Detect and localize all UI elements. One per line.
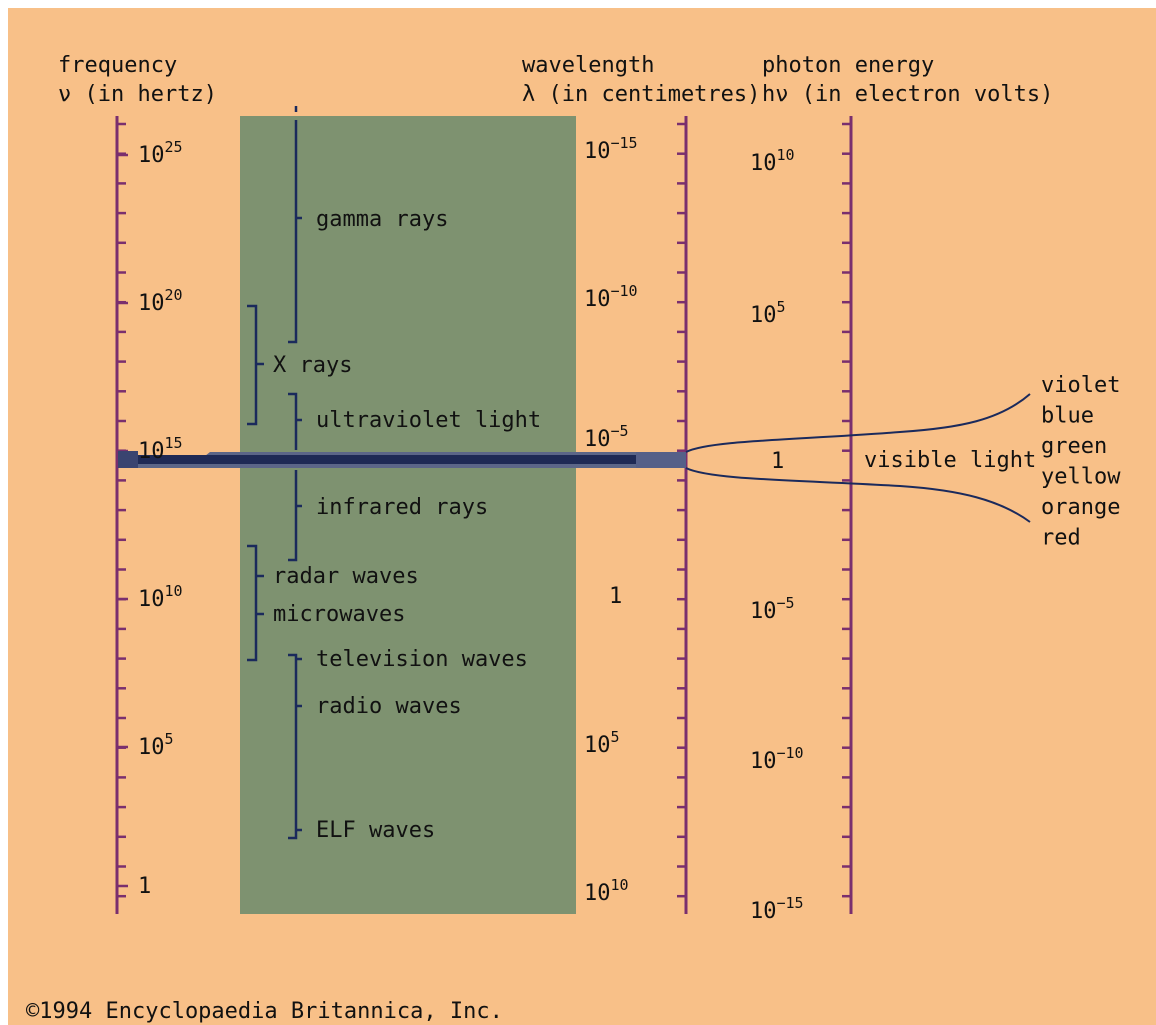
wavelength-label: 10−10 bbox=[584, 282, 638, 312]
band-x-rays: X rays bbox=[273, 353, 352, 378]
energy-header-line1: photon energy bbox=[762, 53, 934, 78]
band-radio: radio waves bbox=[316, 694, 462, 719]
frequency-label: 105 bbox=[138, 730, 174, 760]
wavelength-label: 10−5 bbox=[584, 422, 629, 452]
wavelength-labels: 10−15 10−10 10−5 1 105 1010 bbox=[584, 134, 638, 906]
visible-light-label: visible light bbox=[864, 448, 1036, 473]
wavelength-label: 105 bbox=[584, 728, 620, 758]
band-elf: ELF waves bbox=[316, 818, 435, 843]
frequency-axis bbox=[115, 116, 128, 914]
frequency-label: 1025 bbox=[138, 138, 183, 168]
wavelength-label: 1 bbox=[609, 584, 622, 609]
band-television: television waves bbox=[316, 647, 528, 672]
band-ultraviolet: ultraviolet light bbox=[316, 408, 541, 433]
visible-band-hatch-left bbox=[118, 451, 138, 468]
frequency-header-line2: ν (in hertz) bbox=[58, 82, 217, 107]
visible-light-band bbox=[118, 451, 686, 468]
energy-label: 105 bbox=[750, 298, 786, 328]
frequency-header-line1: frequency bbox=[58, 53, 177, 78]
energy-label: 10−10 bbox=[750, 744, 804, 774]
band-infrared: infrared rays bbox=[316, 495, 488, 520]
wavelength-header-line2: λ (in centimetres) bbox=[522, 82, 760, 107]
band-microwaves: microwaves bbox=[273, 602, 405, 627]
wavelength-label: 1010 bbox=[584, 876, 629, 906]
energy-label: 1 bbox=[771, 449, 784, 474]
band-brackets bbox=[247, 106, 302, 840]
frequency-label: 1 bbox=[138, 874, 151, 899]
background bbox=[8, 8, 1156, 1025]
frequency-label: 1020 bbox=[138, 286, 183, 316]
ir-bracket bbox=[288, 470, 298, 562]
radar-bracket bbox=[247, 544, 258, 662]
band-radar: radar waves bbox=[273, 564, 419, 589]
gamma-bracket-main bbox=[288, 120, 298, 344]
energy-label: 10−15 bbox=[750, 894, 804, 924]
energy-header-line2: hν (in electron volts) bbox=[762, 82, 1053, 107]
visible-color-violet: violet bbox=[1041, 373, 1120, 398]
wavelength-axis bbox=[677, 116, 688, 914]
radio-bracket bbox=[288, 653, 298, 840]
frequency-label: 1010 bbox=[138, 582, 183, 612]
frequency-labels: 1025 1020 1015 1010 105 1 bbox=[138, 138, 183, 899]
visible-color-blue: blue bbox=[1041, 404, 1094, 429]
energy-label: 1010 bbox=[750, 146, 795, 176]
band-gamma-rays: gamma rays bbox=[316, 207, 448, 232]
visible-fan-upper bbox=[685, 393, 1031, 453]
visible-color-green: green bbox=[1041, 434, 1107, 459]
wavelength-label: 10−15 bbox=[584, 134, 638, 164]
wavelength-header-line1: wavelength bbox=[522, 53, 654, 78]
frequency-label: 1015 bbox=[138, 434, 183, 464]
visible-band-core bbox=[118, 455, 686, 464]
visible-color-yellow: yellow bbox=[1041, 465, 1121, 490]
copyright: ©1994 Encyclopaedia Britannica, Inc. bbox=[26, 999, 503, 1024]
energy-axis bbox=[842, 116, 853, 914]
energy-labels: 1010 105 1 10−5 10−10 10−15 bbox=[750, 146, 804, 924]
visible-color-red: red bbox=[1041, 526, 1081, 551]
uv-bracket bbox=[288, 392, 298, 450]
visible-color-list: violet blue green yellow orange red bbox=[1041, 373, 1121, 551]
visible-fan-lower bbox=[685, 467, 1031, 523]
visible-band-hatch-right bbox=[636, 452, 686, 468]
energy-label: 10−5 bbox=[750, 594, 795, 624]
visible-color-orange: orange bbox=[1041, 495, 1120, 520]
